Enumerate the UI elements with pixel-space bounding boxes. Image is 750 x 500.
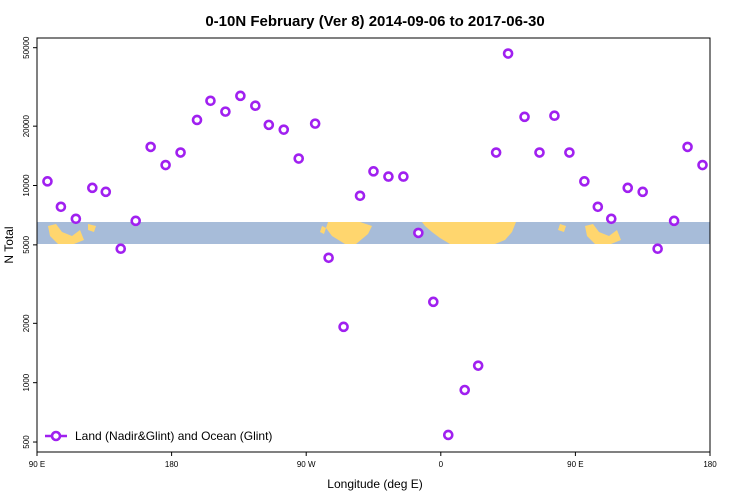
- y-tick-label: 50000: [22, 36, 31, 59]
- point: [605, 213, 617, 225]
- point: [42, 176, 53, 187]
- point: [534, 147, 545, 158]
- point: [502, 48, 514, 59]
- point: [622, 182, 634, 194]
- point: [459, 384, 471, 396]
- x-tick-label: 180: [165, 460, 179, 469]
- y-tick-label: 10000: [22, 174, 31, 197]
- y-tick-label: 5000: [22, 235, 31, 253]
- point: [191, 114, 203, 126]
- point: [175, 147, 186, 158]
- point: [428, 296, 439, 308]
- x-axis-label: Longitude (deg E): [327, 477, 422, 491]
- point: [442, 429, 454, 441]
- point: [250, 100, 261, 111]
- point: [145, 141, 156, 153]
- point: [519, 111, 530, 123]
- point: [668, 215, 680, 227]
- x-tick-label: 180: [703, 460, 717, 469]
- y-tick-label: 2000: [22, 314, 31, 332]
- point: [354, 190, 366, 202]
- x-tick-label: 90 W: [297, 460, 316, 469]
- point: [160, 159, 171, 171]
- point: [278, 124, 290, 135]
- plot-frame: [36, 37, 711, 453]
- legend-marker: [50, 430, 62, 442]
- point: [115, 243, 127, 255]
- y-tick-label: 500: [22, 435, 31, 449]
- point: [697, 159, 708, 171]
- point: [368, 166, 379, 177]
- map-band: [37, 222, 710, 244]
- point: [413, 227, 424, 239]
- point: [293, 153, 305, 164]
- point: [323, 252, 334, 264]
- y-tick-label: 1000: [22, 373, 31, 391]
- point: [309, 118, 321, 129]
- point: [549, 110, 560, 121]
- y-axis-label: N Total: [2, 226, 16, 263]
- point: [220, 106, 231, 117]
- chart-title: 0-10N February (Ver 8) 2014-09-06 to 201…: [205, 13, 544, 30]
- point: [383, 171, 394, 182]
- point: [652, 243, 663, 255]
- point: [87, 182, 98, 194]
- point: [338, 321, 349, 333]
- x-tick-label: 90 E: [29, 460, 45, 469]
- point: [70, 213, 82, 225]
- point: [205, 95, 216, 107]
- point: [579, 176, 590, 187]
- point: [472, 360, 484, 371]
- x-tick-label: 0: [439, 460, 444, 469]
- y-tick-label: 20000: [22, 114, 31, 137]
- point: [100, 186, 112, 198]
- point: [564, 147, 575, 158]
- point: [55, 201, 67, 213]
- point: [490, 147, 502, 158]
- point: [637, 186, 649, 198]
- x-tick-label: 90 E: [567, 460, 583, 469]
- point: [263, 119, 275, 131]
- point: [592, 201, 604, 213]
- point: [682, 141, 693, 153]
- point: [235, 90, 246, 102]
- legend-label: Land (Nadir&Glint) and Ocean (Glint): [75, 429, 272, 443]
- point: [398, 171, 409, 182]
- point: [130, 215, 142, 227]
